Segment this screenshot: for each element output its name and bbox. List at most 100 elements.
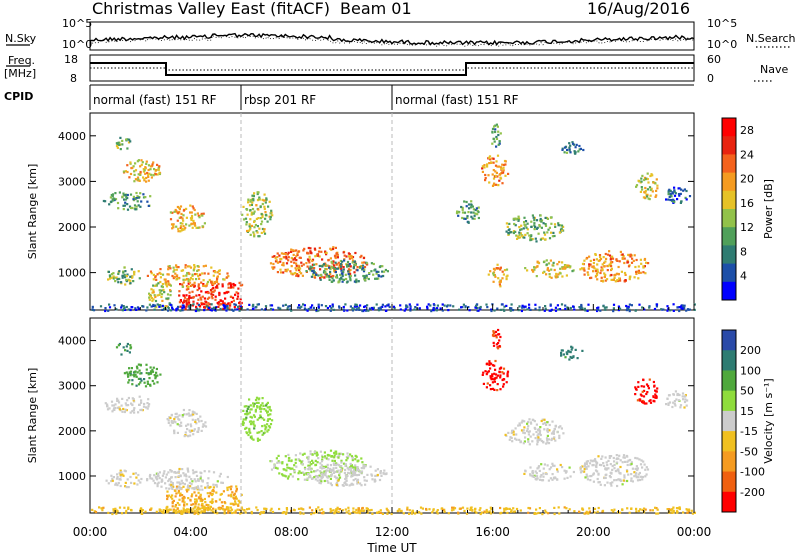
echo-cell	[127, 396, 130, 400]
echo-cell	[542, 472, 545, 475]
echo-cell	[127, 308, 130, 311]
echo-cell	[181, 468, 184, 471]
echo-cell	[138, 403, 141, 406]
echo-cell	[252, 438, 255, 441]
echo-cell	[486, 163, 489, 166]
echo-cell	[204, 421, 207, 424]
echo-cell	[118, 472, 121, 475]
echo-cell	[147, 164, 151, 167]
echo-cell	[236, 295, 240, 298]
echo-cell	[256, 231, 259, 234]
echo-cell	[644, 508, 647, 511]
echo-cell	[188, 303, 191, 306]
echo-cell	[495, 123, 498, 126]
echo-cell	[324, 267, 327, 271]
echo-cell	[303, 478, 306, 481]
echo-cell	[491, 373, 494, 376]
echo-cell	[481, 167, 484, 170]
echo-cell	[165, 297, 168, 300]
echo-cell	[284, 475, 287, 478]
echo-cell	[156, 381, 159, 384]
echo-cell	[155, 169, 158, 172]
echo-cell	[586, 309, 589, 312]
echo-cell	[447, 512, 450, 515]
echo-cell	[191, 226, 194, 229]
echo-cell	[578, 510, 581, 513]
echo-cell	[212, 270, 215, 273]
echo-cell	[607, 264, 610, 268]
echo-cell	[608, 250, 611, 253]
echo-cell	[354, 511, 357, 514]
echo-cell	[616, 279, 619, 282]
echo-cell	[541, 237, 545, 240]
echo-cell	[182, 495, 185, 498]
echo-cell	[212, 510, 215, 513]
echo-cell	[181, 497, 184, 500]
echo-cell	[133, 411, 136, 414]
echo-cell	[322, 465, 325, 468]
echo-cell	[519, 232, 522, 235]
echo-cell	[365, 479, 368, 482]
echo-cell	[638, 398, 641, 401]
echo-cell	[364, 483, 367, 486]
echo-cell	[377, 309, 381, 312]
echo-cell	[486, 511, 489, 514]
echo-cell	[333, 456, 336, 459]
echo-cell	[549, 216, 553, 219]
echo-cell	[356, 474, 359, 477]
echo-cell	[255, 506, 258, 509]
echo-cell	[264, 404, 268, 407]
echo-cell	[553, 234, 556, 238]
echo-cell	[184, 308, 187, 311]
echo-cell	[253, 424, 256, 427]
echo-cell	[337, 469, 340, 472]
y-tick-label: 4000	[58, 130, 86, 143]
echo-cell	[115, 509, 118, 512]
echo-cell	[326, 476, 329, 479]
echo-cell	[569, 355, 572, 359]
echo-cell	[546, 268, 549, 271]
echo-cell	[266, 423, 269, 426]
echo-cell	[263, 418, 266, 421]
echo-cell	[497, 277, 500, 280]
echo-cell	[247, 433, 250, 437]
echo-cell	[283, 256, 286, 259]
echo-cell	[386, 509, 389, 512]
echo-cell	[171, 497, 174, 500]
echo-cell	[263, 424, 266, 427]
echo-cell	[534, 307, 537, 310]
echo-cell	[341, 274, 344, 278]
echo-cell	[188, 486, 191, 490]
echo-cell	[431, 511, 434, 514]
echo-cell	[443, 304, 446, 307]
echo-cell	[313, 276, 317, 279]
echo-cell	[547, 442, 551, 445]
echo-cell	[137, 307, 140, 310]
echo-cell	[260, 407, 263, 410]
echo-cell	[220, 492, 223, 496]
echo-cell	[330, 280, 333, 283]
echo-cell	[256, 406, 259, 409]
echo-cell	[235, 488, 238, 491]
echo-cell	[333, 459, 336, 462]
echo-cell	[611, 468, 614, 471]
echo-cell	[635, 185, 638, 188]
noise-left-tick-top: 10^5	[62, 17, 92, 30]
echo-cell	[548, 429, 551, 432]
echo-cell	[345, 455, 348, 459]
echo-cell	[671, 405, 674, 409]
echo-cell	[252, 195, 255, 198]
echo-cell	[343, 259, 346, 262]
echo-cell	[178, 481, 181, 484]
echo-cell	[361, 506, 364, 510]
echo-cell	[342, 268, 345, 271]
echo-cell	[288, 456, 291, 460]
echo-cell	[185, 288, 188, 291]
echo-cell	[326, 275, 329, 278]
echo-cell	[640, 177, 643, 180]
echo-cell	[195, 494, 198, 497]
echo-cell	[210, 309, 213, 312]
echo-cell	[502, 273, 505, 276]
echo-cell	[463, 217, 466, 220]
